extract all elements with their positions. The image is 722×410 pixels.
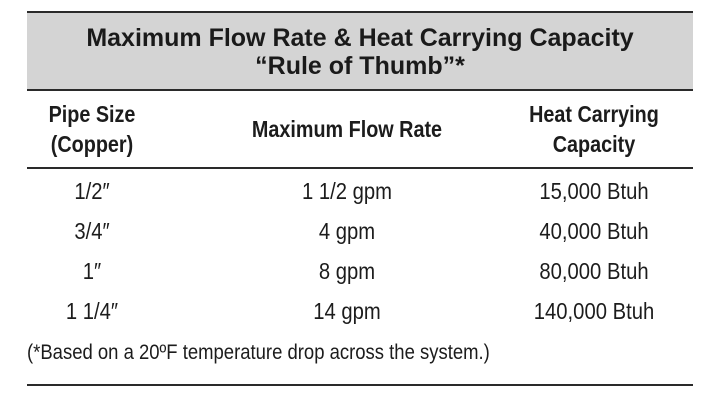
title-line-1: Maximum Flow Rate & Heat Carrying Capaci… (86, 24, 634, 52)
cell-heat-capacity: 80,000 Btuh (539, 258, 649, 284)
header-pipe-size-line-2: (Copper) (50, 131, 134, 157)
cell-pipe-size: 1 1/4″ (65, 298, 119, 324)
cell-flow-rate: 4 gpm (318, 218, 376, 244)
title-rule (27, 89, 693, 91)
table-row: 1/2″ 1 1/2 gpm 15,000 Btuh (27, 171, 693, 211)
top-rule (27, 11, 693, 13)
header-pipe-size-line-1: Pipe Size (48, 101, 136, 127)
table-row: 1″ 8 gpm 80,000 Btuh (27, 251, 693, 291)
header-heat-capacity: Heat Carrying Capacity (491, 99, 697, 159)
cell-pipe-size: 3/4″ (74, 218, 110, 244)
header-rule (27, 167, 693, 169)
header-heat-capacity-line-2: Capacity (552, 131, 636, 157)
cell-heat-capacity: 15,000 Btuh (539, 178, 649, 204)
cell-heat-capacity: 40,000 Btuh (539, 218, 649, 244)
header-flow-rate-label: Maximum Flow Rate (251, 116, 443, 142)
flow-rate-table: Maximum Flow Rate & Heat Carrying Capaci… (27, 11, 693, 333)
cell-flow-rate: 14 gpm (313, 298, 381, 324)
header-row: Pipe Size (Copper) Maximum Flow Rate Hea… (27, 91, 693, 167)
table-footnote: (*Based on a 20ºF temperature drop acros… (27, 341, 490, 364)
cell-pipe-size: 1/2″ (74, 178, 110, 204)
header-heat-capacity-line-1: Heat Carrying (529, 101, 659, 127)
cell-flow-rate: 1 1/2 gpm (301, 178, 393, 204)
cell-flow-rate: 8 gpm (318, 258, 376, 284)
table-row: 3/4″ 4 gpm 40,000 Btuh (27, 211, 693, 251)
cell-pipe-size: 1″ (82, 258, 102, 284)
table-body: 1/2″ 1 1/2 gpm 15,000 Btuh 3/4″ 4 gpm 40… (27, 169, 693, 333)
bottom-rule (27, 384, 693, 386)
title-line-2: “Rule of Thumb”* (255, 52, 465, 80)
header-pipe-size: Pipe Size (Copper) (28, 99, 157, 159)
cell-heat-capacity: 140,000 Btuh (533, 298, 655, 324)
table-title: Maximum Flow Rate & Heat Carrying Capaci… (27, 13, 693, 89)
header-flow-rate: Maximum Flow Rate (214, 114, 481, 144)
table-row: 1 1/4″ 14 gpm 140,000 Btuh (27, 291, 693, 331)
